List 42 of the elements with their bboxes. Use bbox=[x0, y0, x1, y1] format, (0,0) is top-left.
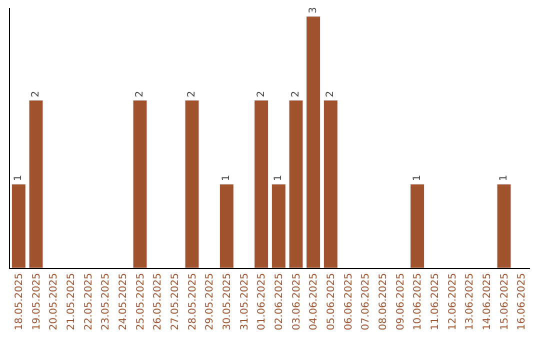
data-label: 2 bbox=[256, 90, 267, 98]
x-tick-label: 25.05.2025 bbox=[135, 273, 146, 330]
data-label: 1 bbox=[498, 174, 510, 182]
x-tick-label: 21.05.2025 bbox=[66, 273, 77, 330]
x-tick-label: 16.06.2025 bbox=[516, 273, 528, 330]
x-tick-label: 05.06.2025 bbox=[326, 273, 337, 330]
x-tick-label: 14.06.2025 bbox=[482, 273, 493, 330]
x-tick-label: 02.06.2025 bbox=[274, 273, 285, 330]
x-tick-label: 08.06.2025 bbox=[378, 273, 389, 330]
x-tick-label: 30.05.2025 bbox=[222, 273, 233, 330]
x-tick-label: 13.06.2025 bbox=[464, 273, 476, 330]
x-tick-label: 11.06.2025 bbox=[430, 273, 441, 330]
x-tick-label: 26.05.2025 bbox=[152, 273, 164, 330]
x-tick-label: 19.05.2025 bbox=[31, 273, 42, 330]
x-tick-label: 24.05.2025 bbox=[118, 273, 129, 330]
x-tick-label: 01.06.2025 bbox=[256, 273, 268, 330]
data-label: 3 bbox=[308, 7, 319, 14]
data-label: 2 bbox=[186, 90, 198, 98]
data-label: 2 bbox=[30, 90, 42, 98]
x-tick-label: 06.06.2025 bbox=[343, 273, 354, 330]
x-tick-label: 07.06.2025 bbox=[360, 273, 372, 330]
data-label: 1 bbox=[412, 174, 423, 182]
x-tick-label: 09.06.2025 bbox=[395, 273, 406, 330]
x-tick-label: 28.05.2025 bbox=[187, 273, 198, 330]
x-tick-label: 04.06.2025 bbox=[308, 273, 320, 330]
x-tick-label: 18.05.2025 bbox=[14, 273, 25, 330]
data-label: 2 bbox=[290, 90, 302, 98]
x-tick-label: 03.06.2025 bbox=[291, 273, 302, 330]
x-tick-label: 10.06.2025 bbox=[412, 273, 424, 330]
data-label: 1 bbox=[273, 174, 284, 182]
x-tick-label: 22.05.2025 bbox=[83, 273, 94, 330]
x-tick-label: 20.05.2025 bbox=[48, 273, 60, 330]
data-label: 2 bbox=[325, 90, 336, 98]
x-tick-label: 29.05.2025 bbox=[204, 273, 216, 330]
x-tick-label: 15.06.2025 bbox=[499, 273, 510, 330]
data-label: 1 bbox=[221, 174, 232, 182]
x-tick-label: 31.05.2025 bbox=[239, 273, 250, 330]
x-tick-label: 12.06.2025 bbox=[447, 273, 458, 330]
x-tick-label: 27.05.2025 bbox=[170, 273, 181, 330]
x-tick-label: 23.05.2025 bbox=[100, 273, 112, 330]
data-label: 1 bbox=[13, 174, 24, 182]
data-label: 2 bbox=[134, 90, 146, 98]
